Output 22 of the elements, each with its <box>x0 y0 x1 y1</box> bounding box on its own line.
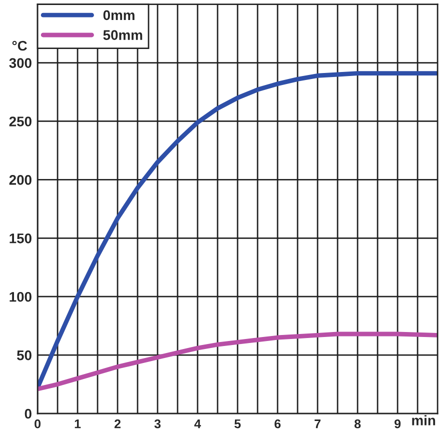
y-axis-title: °C <box>12 40 27 51</box>
x-axis-title: min <box>412 415 436 426</box>
x-tick-label: 9 <box>394 419 401 428</box>
y-tick-label: 250 <box>9 116 32 126</box>
x-tick-label: 3 <box>154 419 161 428</box>
y-tick-label: 0 <box>24 408 32 419</box>
y-tick-label: 200 <box>9 175 32 185</box>
x-tick-label: 8 <box>354 419 361 428</box>
x-tick-label: 1 <box>74 420 81 428</box>
x-tick-label: 7 <box>314 420 321 428</box>
legend-label: 0mm <box>103 10 134 20</box>
line-series <box>38 332 438 392</box>
y-tick-label: 300 <box>9 58 32 68</box>
legend-label: 50mm <box>103 30 142 40</box>
y-tick-label: 100 <box>10 292 32 302</box>
x-tick-label: 5 <box>234 420 241 428</box>
x-tick-label: 2 <box>114 419 121 428</box>
x-tick-label: 0 <box>34 419 41 428</box>
x-tick-label: 4 <box>194 420 201 428</box>
y-tick-label: 150 <box>10 233 32 244</box>
x-tick-label: 6 <box>274 419 281 428</box>
y-tick-label: 50 <box>16 350 32 360</box>
